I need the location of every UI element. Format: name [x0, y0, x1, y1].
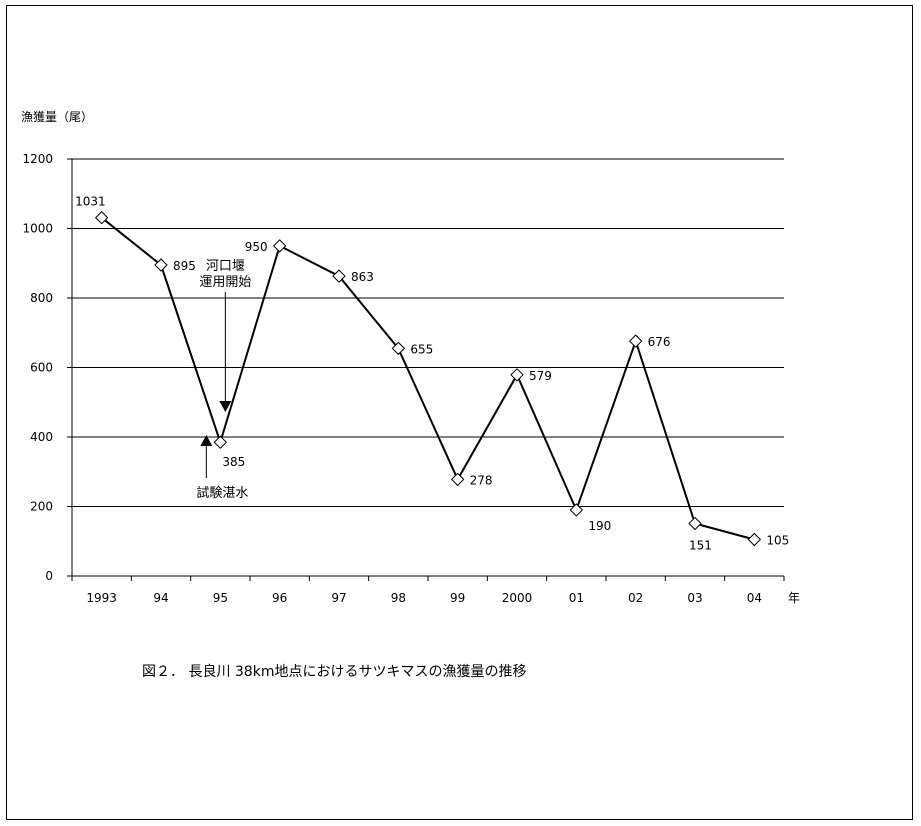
annotation-dam-arrow-head — [219, 401, 232, 413]
figure-caption: 図２． 長良川 38km地点におけるサツキマスの漁獲量の推移 — [142, 664, 527, 680]
x-tick-label: 1993 — [86, 591, 117, 605]
data-label: 676 — [648, 335, 671, 349]
x-tick-label: 2000 — [502, 591, 533, 605]
data-point-marker — [569, 503, 584, 517]
data-label: 579 — [529, 369, 552, 383]
y-tick-label: 1200 — [22, 152, 53, 166]
y-tick-label: 1000 — [22, 222, 53, 236]
x-tick-label: 98 — [391, 591, 406, 605]
x-tick-label: 94 — [153, 591, 168, 605]
data-point-marker — [332, 269, 346, 283]
annotation-test-flooding-label: 試験湛水 — [196, 485, 248, 501]
data-label: 105 — [766, 534, 789, 548]
x-tick-label: 02 — [628, 591, 643, 605]
y-tick-label: 0 — [45, 569, 53, 583]
data-label: 278 — [470, 473, 493, 487]
figure-frame — [6, 5, 913, 820]
x-tick-label: 95 — [213, 591, 228, 605]
annotation-dam-operation-label: 河口堰 — [206, 259, 245, 274]
data-label: 895 — [173, 259, 196, 273]
data-label: 1031 — [75, 195, 106, 209]
data-point-marker — [688, 516, 702, 531]
annotation-test-arrow-head — [200, 435, 213, 447]
series-line — [101, 216, 755, 541]
data-label: 863 — [351, 270, 374, 284]
data-point-marker — [213, 435, 228, 449]
data-markers — [94, 211, 762, 547]
data-label: 151 — [689, 539, 712, 553]
data-point-marker — [154, 258, 168, 272]
x-tick-label: 03 — [687, 591, 702, 605]
y-tick-label: 400 — [30, 430, 53, 444]
series-line-path — [101, 216, 755, 541]
annotation-dam-operation-label: 運用開始 — [199, 275, 251, 290]
y-tick-label: 200 — [30, 500, 53, 514]
y-tick-labels: 0 200 400 600 800 1000 1200 — [22, 152, 53, 583]
gridlines — [72, 158, 784, 507]
data-label: 950 — [245, 240, 268, 254]
data-point-marker — [510, 368, 524, 382]
data-point-marker — [747, 532, 762, 547]
data-label: 385 — [222, 455, 245, 469]
data-point-marker — [450, 472, 465, 487]
data-point-marker — [94, 211, 109, 225]
x-tick-label: 97 — [331, 591, 346, 605]
x-tick-label: 96 — [272, 591, 287, 605]
data-point-marker — [272, 239, 287, 253]
x-tick-label: 04 — [747, 591, 762, 605]
y-tick-label: 800 — [30, 291, 53, 305]
x-tick-label: 01 — [569, 591, 584, 605]
x-tick-label: 99 — [450, 591, 465, 605]
data-label: 655 — [410, 342, 433, 356]
y-axis-title: 漁獲量（尾） — [21, 110, 93, 124]
y-tick-label: 600 — [30, 361, 53, 375]
x-axis-title: 年 — [788, 591, 800, 605]
data-labels: 1031 895 385 950 863 655 278 579 190 676 151 105 — [75, 195, 789, 553]
data-point-marker — [391, 341, 406, 356]
x-tick-labels: 1993 94 95 96 97 98 99 2000 01 02 03 04 — [86, 591, 762, 605]
data-point-marker — [628, 334, 643, 348]
axes — [67, 158, 785, 581]
data-label: 190 — [588, 519, 611, 533]
